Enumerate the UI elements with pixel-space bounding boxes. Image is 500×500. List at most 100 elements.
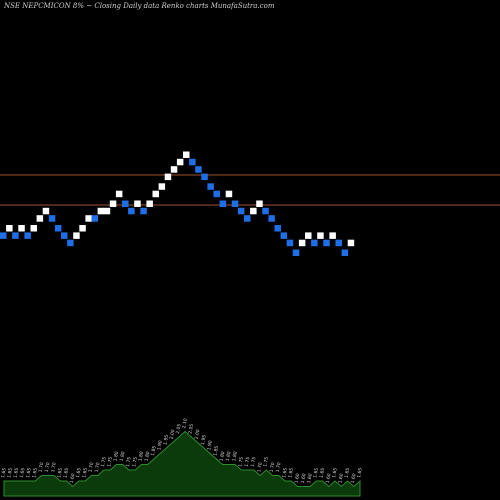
down-brick: [262, 207, 269, 215]
down-brick: [274, 225, 281, 232]
volume-label: 1.75: [106, 456, 114, 467]
volume-label: 1.85: [212, 445, 220, 456]
down-brick: [48, 215, 56, 222]
volume-label: 1.65: [281, 467, 289, 478]
volume-label: 1.95: [162, 434, 170, 445]
volume-label: 1.80: [137, 451, 145, 462]
down-brick: [207, 183, 214, 190]
down-brick: [268, 215, 275, 222]
renko-bricks: [0, 151, 355, 256]
volume-label: 1.70: [38, 462, 46, 473]
down-brick: [213, 190, 220, 198]
down-brick: [91, 215, 98, 222]
volume-label: 1.60: [294, 473, 302, 484]
down-brick: [341, 249, 349, 256]
volume-label: 1.65: [31, 467, 39, 478]
volume-label: 1.75: [262, 456, 270, 467]
volume-label: 1.75: [131, 456, 139, 467]
volume-label: 1.70: [44, 462, 52, 473]
up-brick: [30, 225, 37, 232]
up-brick: [183, 151, 190, 158]
volume-label: 2.00: [169, 429, 177, 440]
up-brick: [176, 158, 184, 166]
up-brick: [36, 215, 44, 222]
volume-label: 1.70: [94, 462, 102, 473]
up-brick: [329, 232, 336, 239]
volume-label: 1.80: [144, 451, 152, 462]
up-brick: [18, 225, 25, 232]
volume-label: 1.60: [300, 473, 308, 484]
volume-label: 1.75: [100, 456, 108, 467]
down-brick: [201, 173, 208, 181]
volume-label: 1.75: [244, 456, 252, 467]
volume-label: 1.70: [50, 462, 58, 473]
up-brick: [298, 239, 306, 247]
up-brick: [317, 232, 324, 239]
volume-series: [3, 430, 361, 497]
down-brick: [335, 239, 342, 247]
volume-label: 1.60: [306, 473, 314, 484]
up-brick: [225, 190, 233, 198]
down-brick: [231, 200, 239, 207]
down-brick: [280, 232, 288, 239]
volume-label: 2.00: [194, 429, 202, 440]
down-brick: [54, 225, 62, 232]
volume-label: 1.65: [356, 467, 364, 478]
down-brick: [12, 232, 19, 239]
volume-label: 1.80: [225, 451, 233, 462]
down-brick: [286, 239, 294, 247]
up-brick: [158, 183, 166, 190]
up-brick: [97, 207, 105, 215]
volume-label: 1.65: [56, 467, 64, 478]
down-brick: [195, 166, 202, 173]
up-brick: [115, 190, 123, 198]
volume-label: 1.75: [125, 456, 133, 467]
down-brick: [140, 207, 147, 215]
volume-label: 1.60: [69, 473, 77, 484]
up-brick: [256, 200, 263, 207]
up-brick: [42, 207, 50, 215]
up-brick: [85, 215, 92, 222]
volume-label: 1.65: [6, 467, 14, 478]
down-brick: [311, 239, 318, 247]
volume-label: 1.90: [156, 440, 164, 451]
up-brick: [347, 239, 355, 247]
down-brick: [24, 232, 31, 239]
up-brick: [103, 207, 111, 215]
up-brick: [134, 200, 141, 207]
up-brick: [79, 225, 86, 232]
volume-label: 1.65: [81, 467, 89, 478]
up-brick: [73, 232, 80, 239]
up-brick: [305, 232, 312, 239]
down-brick: [237, 207, 245, 215]
up-brick: [152, 190, 159, 198]
up-brick: [109, 200, 117, 207]
down-brick: [219, 200, 227, 207]
volume-label: 1.70: [275, 462, 283, 473]
chart-title: NSE NEPCMICON 8% ~ Closing Daily data Re…: [4, 2, 275, 10]
volume-label: 2.05: [187, 423, 195, 434]
volume-label: 1.85: [150, 445, 158, 456]
volume-label: 1.75: [237, 456, 245, 467]
volume-label: 1.60: [325, 473, 333, 484]
reference-lines: [0, 174, 500, 206]
volume-label: 1.60: [350, 473, 358, 484]
volume-label: 1.65: [287, 467, 295, 478]
down-brick: [244, 215, 251, 222]
volume-label: 2.05: [175, 423, 183, 434]
up-brick: [170, 166, 178, 173]
down-brick: [122, 200, 129, 207]
volume-label: 1.65: [63, 467, 71, 478]
volume-label: 1.65: [13, 467, 21, 478]
volume-label: 1.65: [344, 467, 352, 478]
volume-label: 1.95: [200, 434, 208, 445]
up-brick: [250, 207, 257, 215]
down-brick: [0, 232, 7, 239]
down-brick: [189, 158, 196, 166]
up-brick: [164, 173, 172, 181]
volume-label: 1.65: [25, 467, 33, 478]
volume-label: 1.80: [119, 451, 127, 462]
volume-label: 1.70: [87, 462, 95, 473]
volume-label: 1.65: [75, 467, 83, 478]
